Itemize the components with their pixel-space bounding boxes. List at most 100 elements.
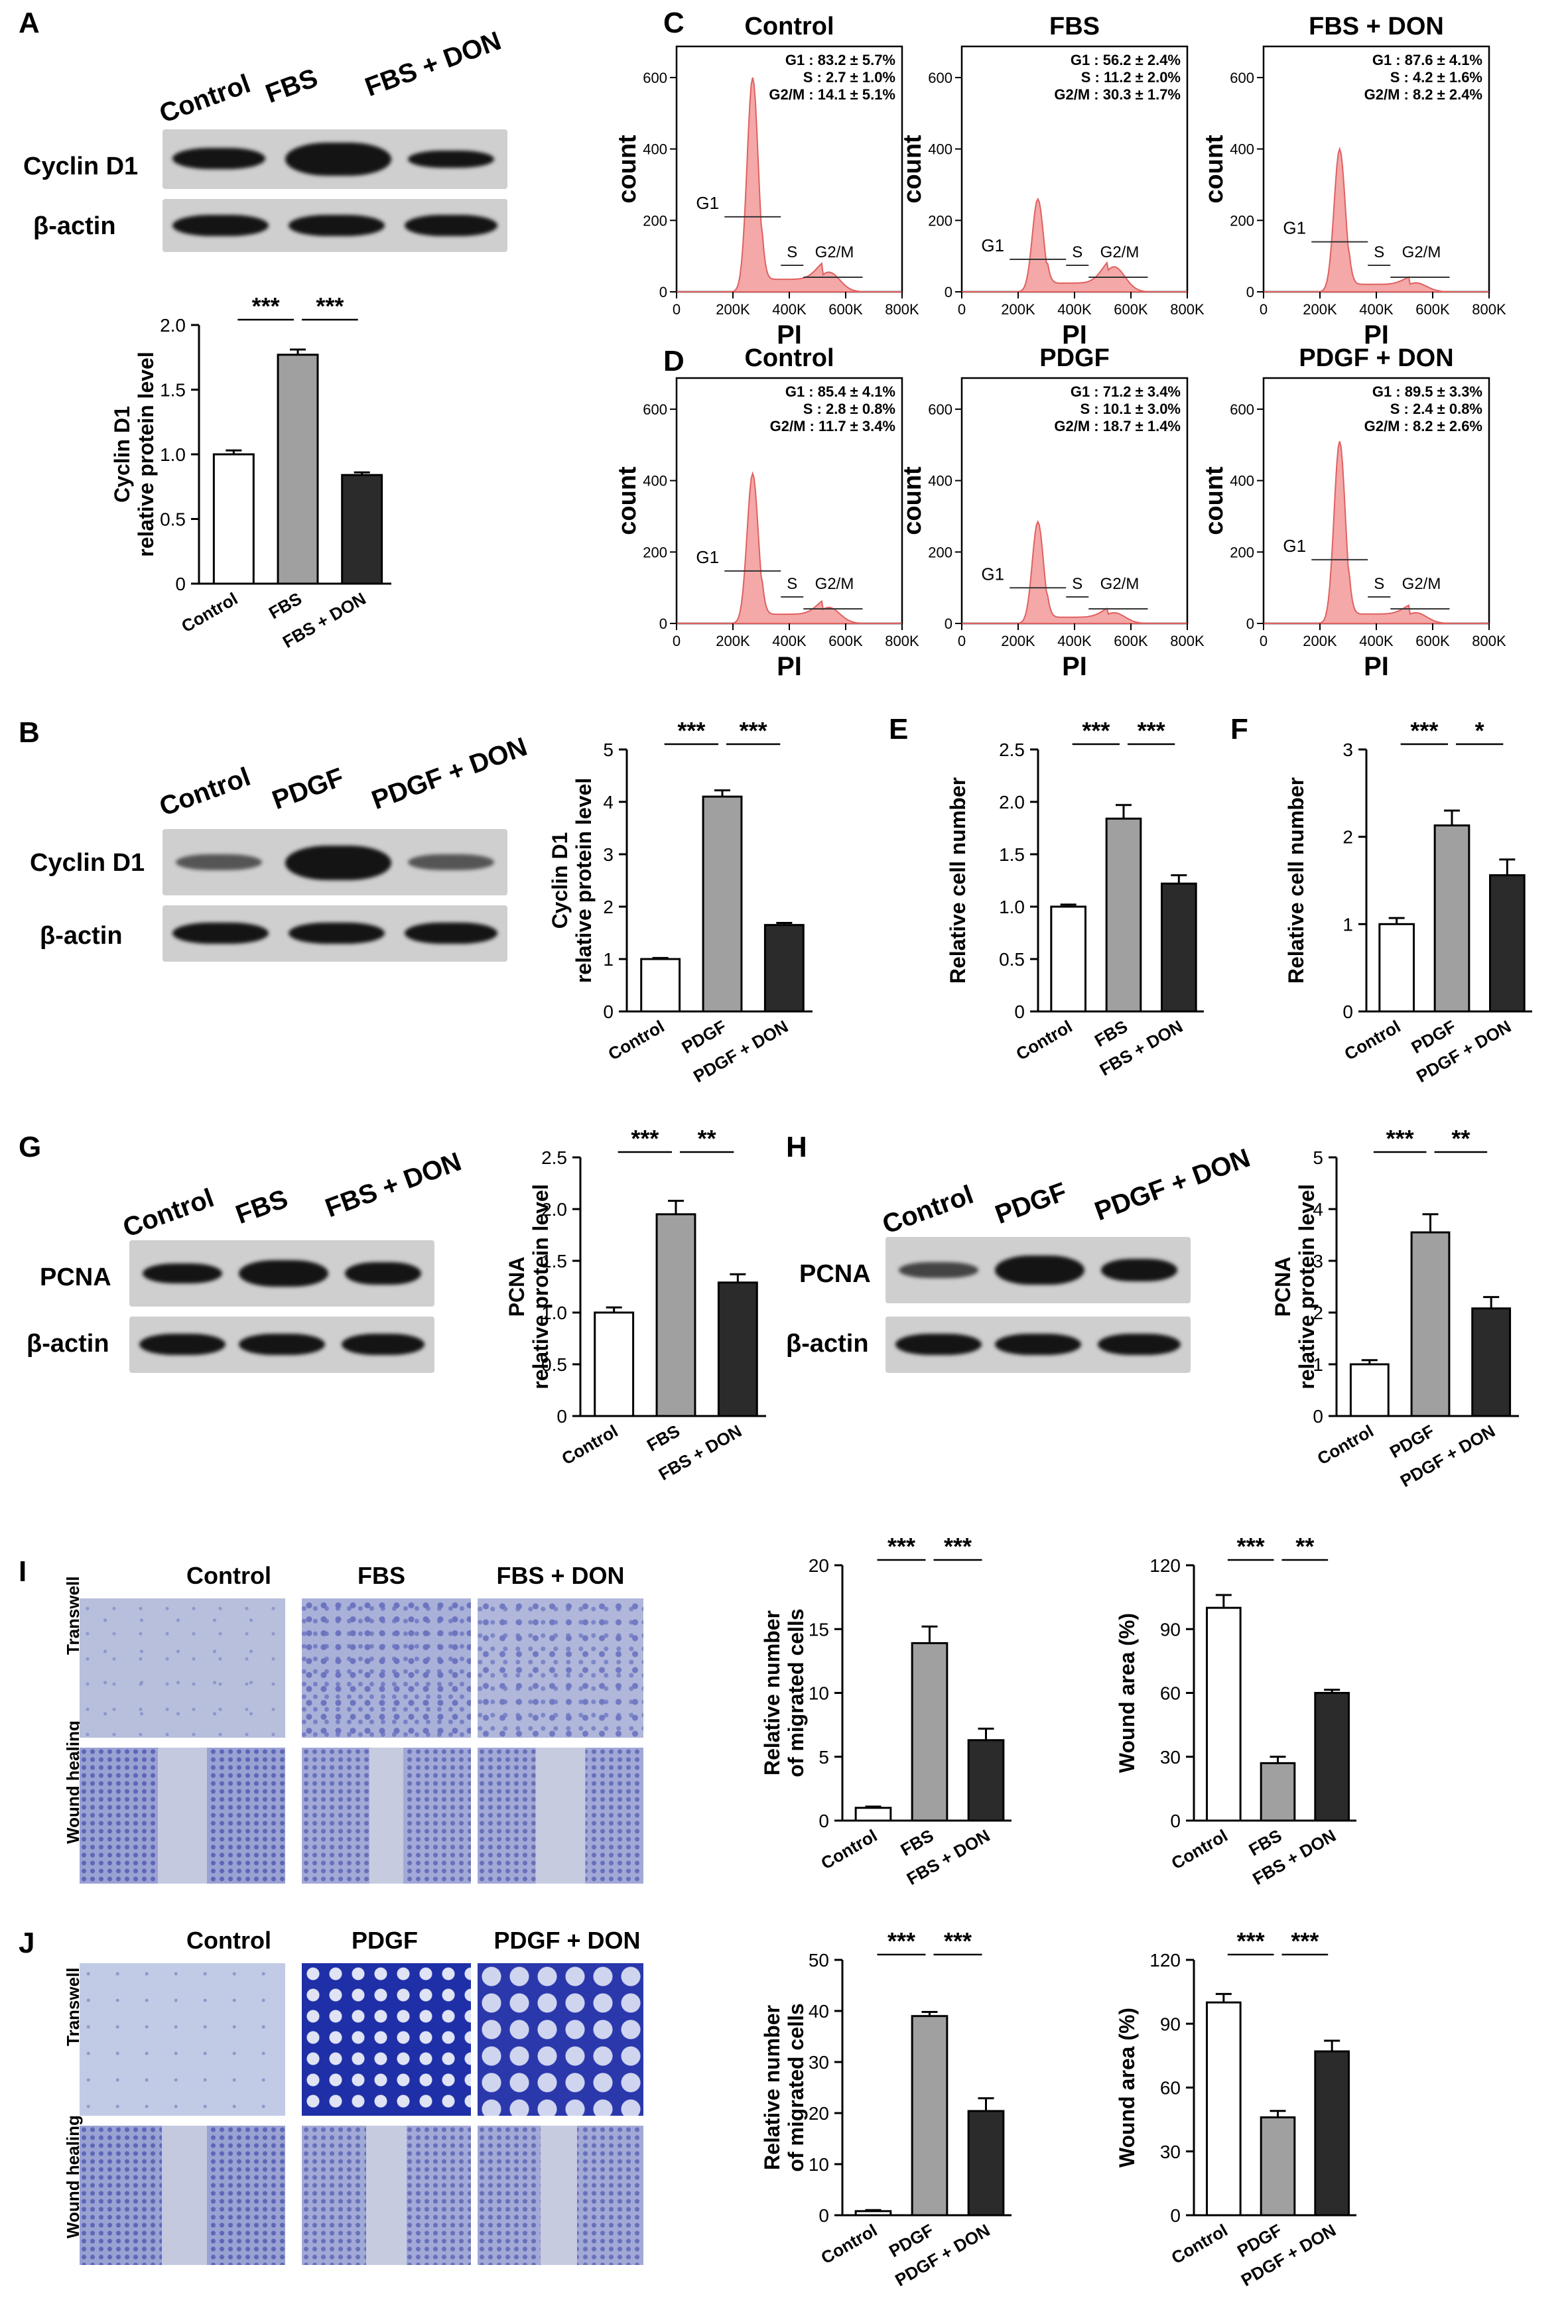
y-axis-label: Cyclin D1 (110, 406, 134, 503)
y-tick-label: 5 (603, 740, 614, 760)
y-tick-label: 30 (1160, 1747, 1181, 1768)
y-tick-label: 400 (1230, 473, 1254, 489)
wound-image (478, 2126, 643, 2265)
panel-label-d: D (663, 345, 685, 377)
bar (640, 958, 681, 1013)
x-tick-label: 0 (673, 633, 681, 649)
y-tick-label: 4 (603, 792, 614, 812)
y-tick-label: 600 (643, 70, 667, 86)
gate-label: G1 (1283, 536, 1306, 556)
y-tick-label: 90 (1160, 1619, 1181, 1640)
y-axis-label: PCNA (1271, 1257, 1295, 1317)
bar (1314, 2050, 1350, 2217)
histogram-C-hist-2: FBS + DON 0 200 400 600 0 200K 400K 600K 800K PI co… (1201, 13, 1506, 350)
y-tick-label: 5 (818, 1747, 829, 1768)
y-tick-label: 120 (1149, 1950, 1181, 1970)
histogram-curve (962, 520, 1187, 624)
row-label: Cyclin D1 (23, 153, 139, 180)
stat-line: S : 2.4 ± 0.8% (1390, 401, 1482, 417)
y-tick-label: 2.0 (160, 315, 186, 336)
y-tick-label: 2.0 (999, 792, 1025, 812)
gate-label: G1 (1283, 218, 1306, 238)
x-tick-label: Control (1013, 1016, 1076, 1064)
y-tick-label: 2 (603, 897, 614, 917)
y-tick-label: 400 (643, 473, 667, 489)
histogram-D-hist-2: PDGF + DON 0 200 400 600 0 200K 400K 600K 800K PI c… (1201, 344, 1506, 681)
stat-line: G1 : 56.2 ± 2.4% (1071, 52, 1181, 68)
significance-label: *** (1237, 1927, 1265, 1955)
significance-label: *** (1237, 1533, 1265, 1560)
bar (1314, 1692, 1350, 1822)
y-tick-label: 1.5 (999, 844, 1025, 865)
bar (1050, 905, 1087, 1013)
wound-image (302, 1748, 471, 1884)
x-tick-label: 600K (1415, 301, 1450, 318)
blot-strip-cyclin (163, 129, 507, 189)
significance-label: * (1475, 717, 1484, 744)
column-title: Control (186, 1562, 271, 1589)
y-tick-label: 600 (928, 70, 952, 86)
significance-label: *** (887, 1927, 915, 1955)
y-tick-label: 200 (1230, 544, 1254, 560)
stat-line: G2/M : 14.1 ± 5.1% (769, 86, 895, 103)
bar (1206, 2001, 1242, 2217)
bar (854, 1807, 892, 1822)
y-axis-label: Cyclin D1 (548, 832, 572, 929)
transwell-image (302, 1598, 471, 1738)
y-tick-label: 3 (1313, 1251, 1323, 1271)
histogram-title: Control (744, 13, 834, 40)
bar (1489, 874, 1526, 1013)
y-tick-label: 0.5 (999, 949, 1025, 970)
bar (341, 474, 383, 585)
bar (702, 795, 743, 1013)
transwell-image (80, 1598, 285, 1738)
histogram-title: FBS + DON (1309, 13, 1444, 40)
y-tick-label: 0 (1014, 1001, 1025, 1022)
gate-label: G1 (981, 564, 1004, 584)
y-tick-label: 0 (1246, 615, 1254, 632)
x-tick-label: 800K (1170, 301, 1205, 318)
y-tick-label: 400 (928, 473, 952, 489)
gate-label: S (787, 575, 797, 593)
x-tick-label: FBS (265, 588, 305, 623)
significance-label: *** (1138, 717, 1165, 744)
row-label: β-actin (33, 212, 116, 240)
x-tick-label: 400K (1359, 301, 1394, 318)
blot-strip-pcna (129, 1240, 434, 1307)
significance-label: *** (252, 292, 280, 320)
row-label: PCNA (799, 1260, 871, 1288)
x-tick-label: 200K (716, 301, 750, 318)
bar (594, 1311, 635, 1417)
x-tick-label: 600K (1114, 633, 1148, 649)
significance-label: *** (1291, 1927, 1319, 1955)
chart-I-mig: 0 5 10 15 20 Relative number of migrated cells… (760, 1533, 1012, 1889)
gate-label: G1 (696, 547, 719, 567)
column-title: Control (186, 1927, 271, 1954)
x-axis-label: PI (777, 652, 802, 681)
y-axis-label: Relative number (760, 2005, 784, 2170)
bar (1260, 1762, 1296, 1822)
y-tick-label: 3 (1342, 740, 1353, 760)
y-tick-label: 30 (809, 2052, 829, 2073)
bar (1471, 1307, 1512, 1417)
bar (655, 1213, 696, 1417)
y-tick-label: 0 (175, 574, 186, 594)
y-axis-label: relative protein level (1295, 1184, 1319, 1389)
panel-label-b: B (19, 716, 40, 749)
y-axis-label: count (899, 466, 927, 535)
significance-label: *** (1410, 717, 1438, 744)
row-label: β-actin (40, 922, 123, 950)
y-tick-label: 10 (809, 2154, 829, 2175)
column-title: PDGF + DON (493, 1927, 641, 1954)
histogram-curve (962, 197, 1187, 292)
y-tick-label: 0 (1313, 1406, 1323, 1427)
x-tick-label: Control (817, 2220, 880, 2268)
y-axis-label: relative protein level (572, 778, 596, 983)
y-tick-label: 400 (928, 141, 952, 158)
y-axis-label: count (1201, 466, 1228, 535)
stat-line: S : 4.2 ± 1.6% (1390, 69, 1482, 86)
